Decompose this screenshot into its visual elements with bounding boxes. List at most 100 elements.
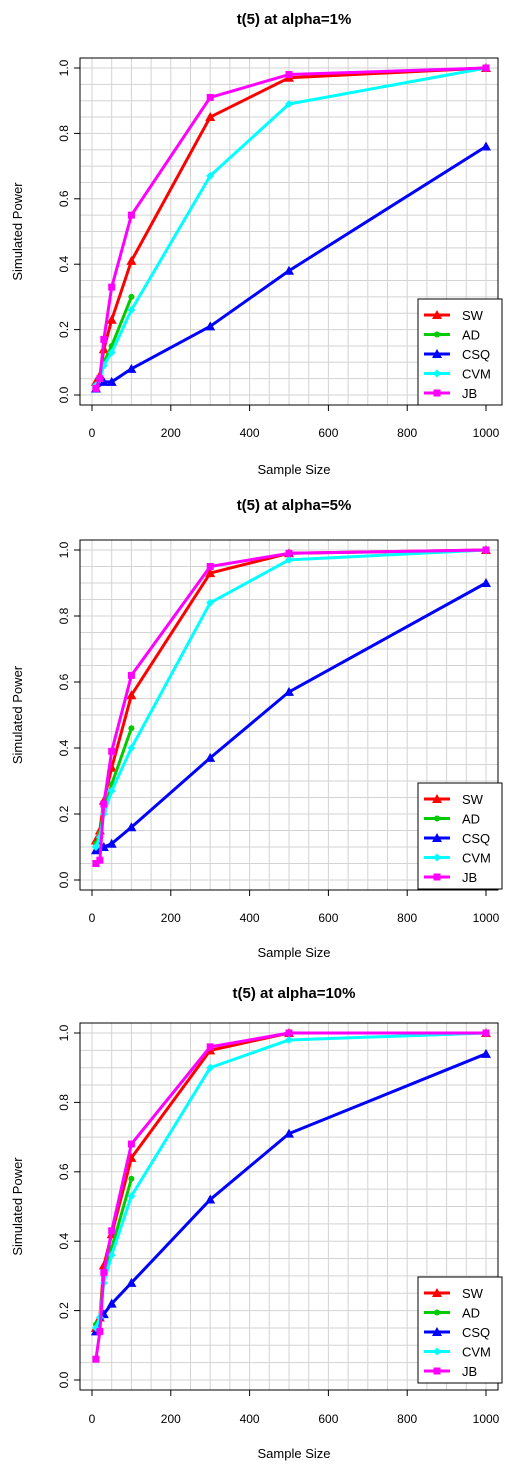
legend-item-cvm: CVM bbox=[424, 851, 491, 866]
legend-label: AD bbox=[462, 1306, 480, 1321]
data-point bbox=[127, 1192, 136, 1201]
x-tick-label: 800 bbox=[397, 426, 417, 440]
x-tick-label: 600 bbox=[318, 426, 338, 440]
plot-frame bbox=[79, 57, 499, 406]
x-tick-label: 400 bbox=[240, 426, 260, 440]
data-point bbox=[205, 321, 216, 331]
data-point bbox=[107, 348, 116, 357]
data-point bbox=[126, 255, 137, 265]
data-point bbox=[128, 1175, 135, 1182]
y-axis-label: Simulated Power bbox=[10, 665, 25, 764]
y-tick-label: 0.0 bbox=[57, 1371, 71, 1388]
legend-box bbox=[417, 298, 503, 406]
data-point bbox=[126, 1277, 137, 1287]
y-tick-label: 0.2 bbox=[57, 321, 71, 338]
legend-item-csq: CSQ bbox=[424, 1325, 490, 1340]
data-point bbox=[285, 71, 293, 79]
data-point bbox=[127, 744, 136, 752]
legend-item-sw: SW bbox=[424, 308, 484, 323]
legend-swatch-marker bbox=[432, 349, 442, 358]
legend-item-ad: AD bbox=[424, 328, 480, 343]
data-point bbox=[100, 800, 108, 808]
legend-swatch-marker bbox=[432, 1288, 442, 1297]
y-tick-label: 0.4 bbox=[57, 256, 71, 273]
data-point bbox=[127, 1140, 135, 1148]
data-point bbox=[481, 1048, 491, 1058]
legend: SW AD CSQ CVM JB bbox=[417, 1276, 503, 1384]
series-jb bbox=[92, 64, 490, 392]
data-point bbox=[96, 856, 104, 864]
data-point bbox=[127, 305, 136, 314]
y-tick-label: 1.0 bbox=[57, 59, 71, 76]
legend: SW AD CSQ CVM JB bbox=[417, 298, 503, 406]
x-tick-label: 600 bbox=[318, 911, 338, 925]
data-point bbox=[96, 1327, 104, 1335]
data-point bbox=[108, 1227, 116, 1235]
legend-swatch-marker bbox=[433, 369, 441, 378]
data-point bbox=[106, 838, 117, 848]
data-point bbox=[285, 1029, 293, 1037]
legend-swatch-marker bbox=[433, 873, 441, 881]
data-point bbox=[482, 546, 490, 554]
legend-label: SW bbox=[462, 308, 484, 323]
legend-item-jb: JB bbox=[424, 386, 477, 401]
data-point bbox=[126, 363, 137, 373]
data-point bbox=[106, 376, 117, 386]
data-point bbox=[285, 549, 293, 557]
legend-label: JB bbox=[462, 386, 477, 401]
series-jb bbox=[92, 1029, 490, 1363]
x-tick-label: 0 bbox=[89, 911, 96, 925]
y-tick-label: 1.0 bbox=[57, 541, 71, 558]
chart-title: t(5) at alpha=10% bbox=[233, 985, 356, 1002]
data-point bbox=[92, 1355, 100, 1363]
y-tick-label: 0.8 bbox=[57, 1094, 71, 1111]
chart-panel-3: t(5) at alpha=10% 0 200 400 600 800 1000 0.0 0.2… bbox=[10, 985, 503, 1461]
y-axis-label: Simulated Power bbox=[10, 182, 25, 281]
x-tick-label: 800 bbox=[397, 911, 417, 925]
x-tick-label: 800 bbox=[397, 1412, 417, 1426]
y-tick-label: 0.0 bbox=[57, 871, 71, 888]
legend-item-csq: CSQ bbox=[424, 347, 490, 362]
y-tick-label: 1.0 bbox=[57, 1024, 71, 1041]
legend-box bbox=[417, 782, 503, 890]
chart-title: t(5) at alpha=1% bbox=[237, 11, 352, 28]
data-point bbox=[92, 860, 100, 867]
legend-swatch-marker bbox=[434, 815, 440, 822]
x-tick-label: 400 bbox=[240, 911, 260, 925]
x-tick-label: 200 bbox=[161, 1412, 181, 1426]
data-point bbox=[107, 786, 116, 795]
data-point bbox=[205, 752, 216, 762]
x-tick-label: 0 bbox=[89, 426, 96, 440]
legend-swatch-marker bbox=[432, 794, 442, 803]
legend-item-ad: AD bbox=[424, 812, 480, 827]
legend-label: CVM bbox=[462, 851, 491, 866]
data-point bbox=[206, 171, 215, 180]
legend-item-sw: SW bbox=[424, 1286, 484, 1301]
legend-swatch-marker bbox=[433, 1367, 441, 1375]
data-point bbox=[482, 64, 490, 72]
data-point bbox=[284, 686, 294, 696]
data-point bbox=[126, 822, 137, 832]
legend-label: SW bbox=[462, 792, 484, 807]
data-point bbox=[126, 690, 137, 700]
legend-label: CVM bbox=[462, 367, 491, 382]
legend-item-cvm: CVM bbox=[424, 367, 491, 382]
legend-swatch-marker bbox=[432, 833, 442, 842]
legend: SW AD CSQ CVM JB bbox=[417, 782, 503, 890]
x-tick-label: 200 bbox=[161, 426, 181, 440]
x-tick-label: 400 bbox=[240, 1412, 260, 1426]
data-point bbox=[98, 376, 109, 386]
legend-label: JB bbox=[462, 1364, 477, 1379]
legend-item-ad: AD bbox=[424, 1306, 480, 1321]
y-tick-label: 0.8 bbox=[57, 607, 71, 624]
legend-label: CSQ bbox=[462, 347, 490, 362]
data-point bbox=[481, 141, 491, 151]
y-tick-label: 0.6 bbox=[57, 190, 71, 207]
legend-label: SW bbox=[462, 1286, 484, 1301]
x-tick-label: 1000 bbox=[473, 426, 500, 440]
data-point bbox=[481, 578, 491, 587]
x-tick-label: 1000 bbox=[473, 911, 500, 925]
plot-frame bbox=[79, 1022, 499, 1391]
plot-frame bbox=[79, 539, 499, 891]
